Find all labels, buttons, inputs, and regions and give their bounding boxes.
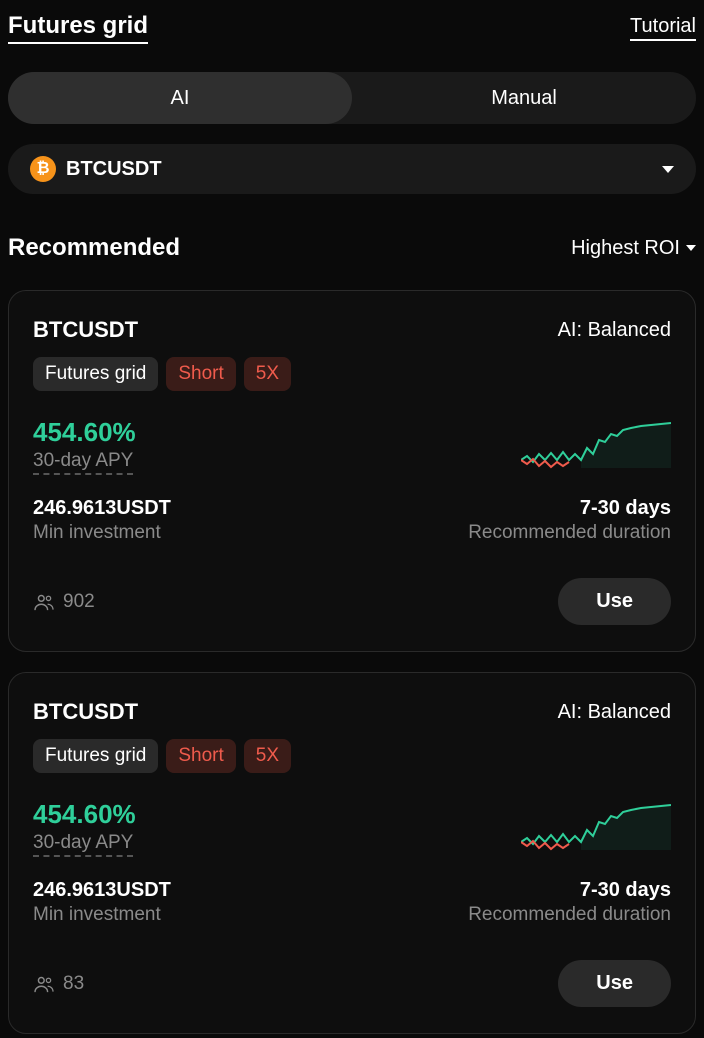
side-badge: Short: [166, 739, 235, 773]
sparkline-chart: [521, 420, 671, 475]
type-badge: Futures grid: [33, 357, 158, 391]
chevron-down-icon: [662, 166, 674, 173]
leverage-badge: 5X: [244, 357, 291, 391]
use-button[interactable]: Use: [558, 578, 671, 625]
apy-value: 454.60%: [33, 417, 136, 448]
type-badge: Futures grid: [33, 739, 158, 773]
min-investment-label: Min investment: [33, 522, 171, 544]
pair-symbol: BTCUSDT: [66, 158, 162, 181]
sort-label: Highest ROI: [571, 237, 680, 260]
apy-value: 454.60%: [33, 799, 136, 830]
page-title: Futures grid: [8, 12, 148, 44]
users-count-value: 902: [63, 591, 95, 613]
users-count: 902: [33, 591, 95, 613]
bitcoin-icon: ₿: [30, 156, 56, 182]
side-badge: Short: [166, 357, 235, 391]
duration-label: Recommended duration: [468, 522, 671, 544]
duration-value: 7-30 days: [468, 497, 671, 520]
users-count: 83: [33, 973, 84, 995]
tutorial-link[interactable]: Tutorial: [630, 15, 696, 41]
mode-toggle: AI Manual: [8, 72, 696, 124]
card-pair: BTCUSDT: [33, 699, 138, 725]
tab-manual[interactable]: Manual: [352, 72, 696, 124]
min-investment-value: 246.9613USDT: [33, 879, 171, 902]
leverage-badge: 5X: [244, 739, 291, 773]
apy-label: 30-day APY: [33, 832, 133, 857]
use-button[interactable]: Use: [558, 960, 671, 1007]
card-mode: AI: Balanced: [558, 319, 671, 342]
sparkline-chart: [521, 802, 671, 857]
card-pair: BTCUSDT: [33, 317, 138, 343]
strategy-card: BTCUSDT AI: Balanced Futures gridShort 5X 45…: [8, 672, 696, 1034]
min-investment-label: Min investment: [33, 904, 171, 926]
sort-dropdown[interactable]: Highest ROI: [571, 237, 696, 260]
users-icon: [33, 593, 55, 611]
section-title: Recommended: [8, 234, 180, 262]
tab-ai[interactable]: AI: [8, 72, 352, 124]
strategy-card: BTCUSDT AI: Balanced Futures gridShort 5X 45…: [8, 290, 696, 652]
duration-value: 7-30 days: [468, 879, 671, 902]
users-count-value: 83: [63, 973, 84, 995]
apy-label: 30-day APY: [33, 450, 133, 475]
pair-select[interactable]: ₿ BTCUSDT: [8, 144, 696, 194]
duration-label: Recommended duration: [468, 904, 671, 926]
users-icon: [33, 975, 55, 993]
min-investment-value: 246.9613USDT: [33, 497, 171, 520]
chevron-down-icon: [686, 245, 696, 251]
card-mode: AI: Balanced: [558, 701, 671, 724]
